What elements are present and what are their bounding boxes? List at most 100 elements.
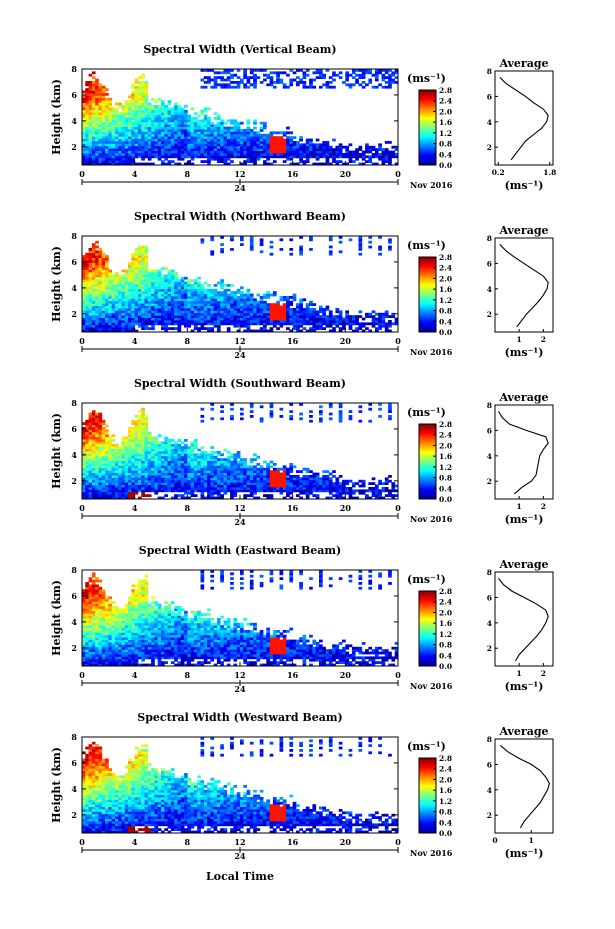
heatmap-cell — [105, 451, 109, 454]
heatmap-cell — [105, 138, 109, 142]
heatmap-cell — [177, 451, 182, 454]
heatmap-cell — [207, 458, 211, 461]
heatmap-cell — [309, 83, 313, 87]
heatmap-cell — [118, 145, 122, 149]
heatmap-cell — [137, 279, 142, 282]
heatmap-cell — [114, 451, 119, 454]
heatmap-cell — [213, 126, 218, 130]
heatmap-cell — [85, 95, 89, 99]
heatmap-cell — [121, 114, 126, 118]
heatmap-cell — [263, 489, 267, 493]
heatmap-cell — [131, 329, 136, 333]
heatmap-cell — [154, 300, 159, 304]
heatmap-cell — [144, 262, 149, 266]
heatmap-cell — [141, 300, 145, 304]
heatmap-cell — [114, 489, 119, 493]
heatmap-cell — [154, 451, 159, 454]
heatmap-cell — [88, 88, 93, 91]
heatmap-cell — [355, 327, 359, 330]
heatmap-cell — [111, 327, 116, 330]
heatmap-cell — [253, 479, 257, 483]
heatmap-cell — [118, 141, 122, 144]
heatmap-cell — [371, 315, 376, 318]
heatmap-cell — [207, 317, 211, 321]
heatmap-cell — [128, 431, 132, 435]
heatmap-cell — [263, 324, 267, 328]
heatmap-cell — [319, 308, 323, 311]
heatmap-cell — [276, 145, 280, 149]
heatmap-cell — [276, 78, 280, 82]
heatmap-cell — [154, 286, 159, 290]
heatmap-cell — [167, 102, 172, 106]
heatmap-cell — [137, 119, 142, 123]
heatmap-cell — [184, 472, 188, 476]
heatmap-cell — [335, 317, 340, 321]
heatmap-cell — [105, 293, 109, 297]
heatmap-cell — [82, 126, 86, 130]
heatmap-cell — [226, 78, 231, 82]
heatmap-cell — [82, 97, 86, 101]
heatmap-cell — [220, 410, 224, 413]
heatmap-cell — [355, 322, 359, 326]
heatmap-cell — [187, 119, 192, 123]
heatmap-cell — [118, 489, 122, 493]
heatmap-cell — [141, 453, 145, 457]
heatmap-cell — [137, 308, 142, 311]
heatmap-cell — [137, 479, 142, 483]
heatmap-cell — [144, 133, 149, 137]
heatmap-cell — [309, 308, 313, 311]
heatmap-cell — [167, 479, 172, 483]
heatmap-cell — [223, 303, 228, 306]
heatmap-cell — [312, 308, 317, 311]
heatmap-cell — [108, 105, 113, 108]
heatmap-cell — [197, 320, 201, 323]
heatmap-cell — [187, 131, 192, 135]
heatmap-cell — [82, 124, 86, 127]
heatmap-cell — [338, 71, 343, 75]
heatmap-cell — [312, 155, 317, 159]
heatmap-cell — [95, 427, 99, 430]
heatmap-cell — [144, 153, 149, 156]
heatmap-cell — [137, 117, 142, 120]
heatmap-cell — [226, 463, 231, 466]
heatmap-cell — [95, 322, 99, 326]
heatmap-cell — [124, 489, 129, 493]
heatmap-cell — [197, 119, 201, 123]
heatmap-cell — [151, 446, 155, 449]
heatmap-cell — [98, 446, 103, 449]
heatmap-cell — [197, 310, 201, 314]
heatmap-cell — [114, 482, 119, 485]
heatmap-cell — [121, 133, 126, 137]
heatmap-cell — [384, 157, 389, 161]
heatmap-cell — [259, 484, 264, 488]
heatmap-cell — [263, 305, 267, 309]
heatmap-cell — [114, 467, 119, 471]
heatmap-cell — [108, 303, 113, 306]
heatmap-cell — [263, 162, 267, 166]
heatmap-cell — [98, 327, 103, 330]
heatmap-cell — [134, 100, 139, 103]
heatmap-cell — [243, 308, 247, 311]
heatmap-cell — [147, 487, 152, 490]
heatmap-cell — [154, 477, 159, 481]
heatmap-cell — [82, 157, 86, 161]
heatmap-cell — [328, 320, 333, 323]
heatmap-cell — [233, 482, 238, 485]
heatmap-cell — [220, 453, 224, 457]
heatmap-cell — [200, 293, 205, 297]
heatmap-cell — [309, 148, 313, 151]
heatmap-cell — [226, 145, 231, 149]
heatmap-cell — [193, 484, 198, 488]
heatmap-cell — [174, 312, 178, 316]
heatmap-cell — [210, 327, 215, 330]
heatmap-cell — [368, 322, 373, 326]
heatmap-cell — [187, 451, 192, 454]
heatmap-cell — [342, 320, 346, 323]
heatmap-cell — [177, 317, 182, 321]
heatmap-cell — [157, 141, 162, 144]
heatmap-cell — [365, 312, 369, 316]
heatmap-cell — [98, 107, 103, 111]
heatmap-cell — [88, 317, 93, 321]
heatmap-cell — [137, 436, 142, 440]
heatmap-cell — [223, 484, 228, 488]
